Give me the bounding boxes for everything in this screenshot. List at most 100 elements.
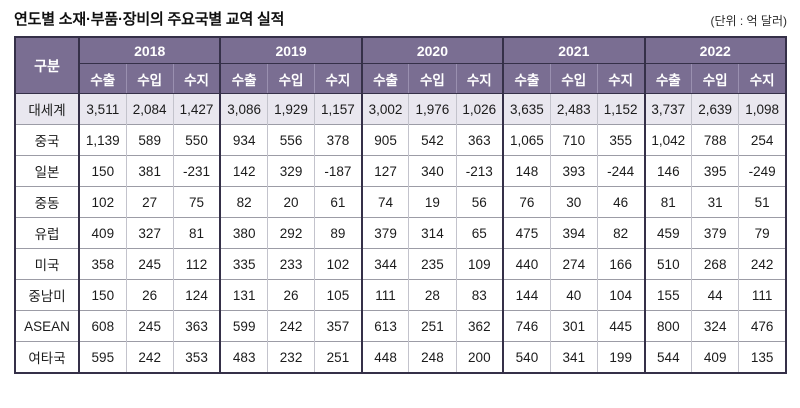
value-cell: 65	[455, 217, 504, 249]
value-cell: 235	[408, 248, 456, 280]
value-cell: 341	[549, 341, 598, 373]
value-cell: 357	[314, 310, 362, 342]
row-label: 미국	[15, 248, 79, 280]
value-cell: 82	[596, 217, 645, 249]
table-row-유럽: 유럽 409 327 81 380 292 89 379 314 65 475 394 82 459 379…	[15, 217, 786, 249]
value-cell: 81	[643, 186, 692, 218]
value-cell: 135	[738, 341, 786, 373]
value-cell: 327	[125, 217, 174, 249]
value-cell: 44	[691, 279, 739, 311]
value-cell: 314	[408, 217, 456, 249]
value-cell: 155	[643, 279, 692, 311]
value-cell: 232	[266, 341, 315, 373]
value-cell: 166	[596, 248, 645, 280]
table-title: 연도별 소재·부품·장비의 주요국별 교역 실적	[14, 11, 285, 28]
table-row-중남미: 중남미 150 26 124 131 26 105 111 28 83 144 40 104 155 44 1…	[15, 279, 786, 311]
value-cell: -249	[738, 155, 786, 187]
value-cell: 710	[549, 124, 598, 156]
table-row-ASEAN: ASEAN 608 245 363 599 242 357 613 251 362 746 301 44…	[15, 310, 786, 342]
value-cell: 19	[408, 186, 456, 218]
value-cell: 245	[125, 310, 174, 342]
row-label: 일본	[15, 155, 79, 187]
value-cell: 26	[266, 279, 315, 311]
value-cell: 475	[502, 217, 551, 249]
value-cell: 74	[360, 186, 409, 218]
value-cell: 595	[77, 341, 127, 373]
value-cell: -187	[314, 155, 362, 187]
value-cell: 393	[549, 155, 598, 187]
value-cell: 200	[455, 341, 504, 373]
value-cell: 27	[125, 186, 174, 218]
value-cell: 89	[314, 217, 362, 249]
value-cell: 556	[266, 124, 315, 156]
value-cell: 1,026	[455, 93, 504, 125]
value-cell: 459	[643, 217, 692, 249]
measure-header: 수지	[455, 63, 504, 94]
measure-header: 수입	[691, 63, 739, 94]
value-cell: 3,086	[219, 93, 268, 125]
value-cell: 2,639	[691, 93, 739, 125]
value-cell: 542	[408, 124, 456, 156]
value-cell: 124	[172, 279, 221, 311]
value-cell: 111	[738, 279, 786, 311]
measure-header: 수출	[77, 63, 127, 94]
row-label: 중남미	[15, 279, 79, 311]
value-cell: 2,084	[125, 93, 174, 125]
value-cell: 379	[360, 217, 409, 249]
value-cell: 1,139	[77, 124, 127, 156]
value-cell: 245	[125, 248, 174, 280]
value-cell: 788	[691, 124, 739, 156]
value-cell: 1,152	[596, 93, 645, 125]
row-label: 중국	[15, 124, 79, 156]
value-cell: 142	[219, 155, 268, 187]
value-cell: 358	[77, 248, 127, 280]
measure-header: 수지	[738, 63, 786, 94]
value-cell: -244	[596, 155, 645, 187]
value-cell: 483	[219, 341, 268, 373]
value-cell: 1,929	[266, 93, 315, 125]
value-cell: 109	[455, 248, 504, 280]
value-cell: 448	[360, 341, 409, 373]
value-cell: 476	[738, 310, 786, 342]
value-cell: 589	[125, 124, 174, 156]
value-cell: 248	[408, 341, 456, 373]
value-cell: 3,737	[643, 93, 692, 125]
value-cell: 934	[219, 124, 268, 156]
value-cell: 82	[219, 186, 268, 218]
table-row-중국: 중국 1,139 589 550 934 556 378 905 542 363 1,065 710 3…	[15, 124, 786, 156]
value-cell: 440	[502, 248, 551, 280]
value-cell: 905	[360, 124, 409, 156]
value-cell: 335	[219, 248, 268, 280]
value-cell: 40	[549, 279, 598, 311]
value-cell: 340	[408, 155, 456, 187]
corner-header: 구분	[15, 37, 79, 94]
value-cell: 144	[502, 279, 551, 311]
value-cell: 61	[314, 186, 362, 218]
value-cell: 199	[596, 341, 645, 373]
value-cell: 324	[691, 310, 739, 342]
value-cell: 363	[455, 124, 504, 156]
value-cell: 599	[219, 310, 268, 342]
value-cell: 800	[643, 310, 692, 342]
value-cell: 242	[266, 310, 315, 342]
value-cell: 355	[596, 124, 645, 156]
measure-header: 수입	[125, 63, 174, 94]
value-cell: 2,483	[549, 93, 598, 125]
value-cell: 613	[360, 310, 409, 342]
row-label: 여타국	[15, 341, 79, 373]
value-cell: 1,427	[172, 93, 221, 125]
value-cell: 46	[596, 186, 645, 218]
header-bar: 연도별 소재·부품·장비의 주요국별 교역 실적 (단위 : 억 달러)	[14, 8, 789, 29]
value-cell: 75	[172, 186, 221, 218]
value-cell: 146	[643, 155, 692, 187]
value-cell: 540	[502, 341, 551, 373]
value-cell: 30	[549, 186, 598, 218]
value-cell: 746	[502, 310, 551, 342]
value-cell: 105	[314, 279, 362, 311]
table-head: 구분 2018 2019 2020 2021 2022 수출 수입 수지 수출 수입 수지 수출 수입 수지…	[15, 37, 786, 94]
row-label: 유럽	[15, 217, 79, 249]
table-row-일본: 일본 150 381 -231 142 329 -187 127 340 -213 148 393 -2…	[15, 155, 786, 187]
value-cell: 26	[125, 279, 174, 311]
value-cell: 131	[219, 279, 268, 311]
value-cell: 395	[691, 155, 739, 187]
